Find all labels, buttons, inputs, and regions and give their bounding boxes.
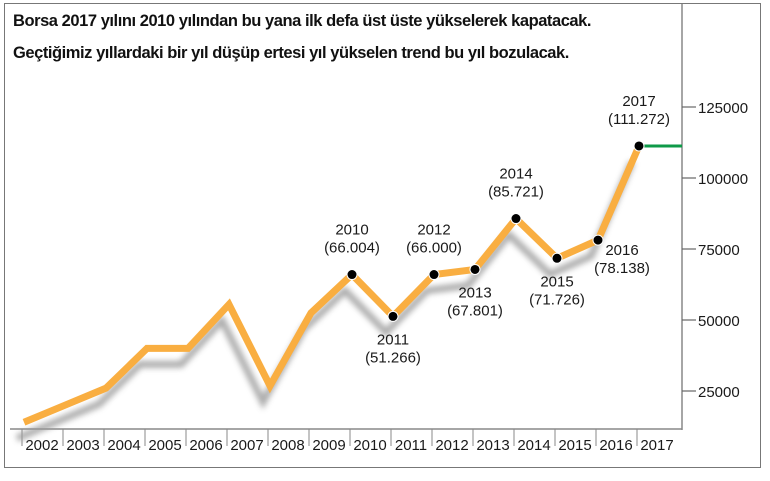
data-label-year: 2010 (335, 222, 368, 239)
x-tick-label: 2014 (517, 437, 550, 454)
x-tick-label: 2006 (189, 437, 222, 454)
x-tick-label: 2005 (148, 437, 181, 454)
x-tick-label: 2012 (435, 437, 468, 454)
data-point-marker (469, 263, 481, 275)
data-label-value: (66.004) (324, 240, 380, 257)
data-label-value: (78.138) (594, 260, 650, 277)
y-tick-label: 100000 (698, 171, 748, 188)
x-tick-label: 2003 (66, 437, 99, 454)
data-label-value: (71.726) (529, 291, 585, 308)
y-tick-label: 25000 (698, 384, 740, 401)
x-tick-label: 2002 (25, 437, 58, 454)
chart-title: Borsa 2017 yılını 2010 yılından bu yana … (13, 12, 592, 30)
data-label-year: 2012 (417, 222, 450, 239)
series-shadow (15, 160, 636, 442)
y-tick-label: 75000 (698, 242, 740, 259)
y-tick-label: 50000 (698, 313, 740, 330)
x-tick-label: 2017 (640, 437, 673, 454)
data-point-marker (387, 310, 399, 322)
data-label-value: (67.801) (447, 302, 503, 319)
data-point-marker (551, 252, 563, 264)
x-tick-label: 2008 (271, 437, 304, 454)
data-label-value: (51.266) (365, 349, 421, 366)
series-line (22, 144, 643, 426)
x-tick-label: 2016 (599, 437, 632, 454)
x-tick-label: 2007 (230, 437, 263, 454)
data-label-year: 2017 (622, 93, 655, 110)
x-tick-label: 2011 (395, 437, 427, 454)
x-tick-label: 2009 (312, 437, 345, 454)
data-label-year: 2014 (499, 166, 532, 183)
y-tick-label: 125000 (698, 100, 748, 117)
data-label-year: 2011 (377, 331, 409, 348)
x-tick-label: 2010 (353, 437, 386, 454)
data-label-value: (111.272) (608, 111, 670, 128)
data-label-value: (85.721) (488, 184, 544, 201)
chart-frame (4, 3, 761, 468)
data-point-marker (510, 213, 522, 225)
data-point-marker (428, 269, 440, 281)
data-label-value: (66.000) (406, 240, 462, 257)
data-label-year: 2013 (458, 284, 491, 301)
x-tick-label: 2015 (558, 437, 591, 454)
chart-subtitle: Geçtiğimiz yıllardaki bir yıl düşüp erte… (13, 44, 569, 62)
x-tick-label: 2004 (107, 437, 140, 454)
data-point-marker (592, 234, 604, 246)
x-tick-label: 2013 (476, 437, 509, 454)
data-label-year: 2015 (540, 273, 573, 290)
data-point-marker (346, 269, 358, 281)
data-label-year: 2016 (605, 242, 638, 259)
data-point-marker (633, 140, 645, 152)
